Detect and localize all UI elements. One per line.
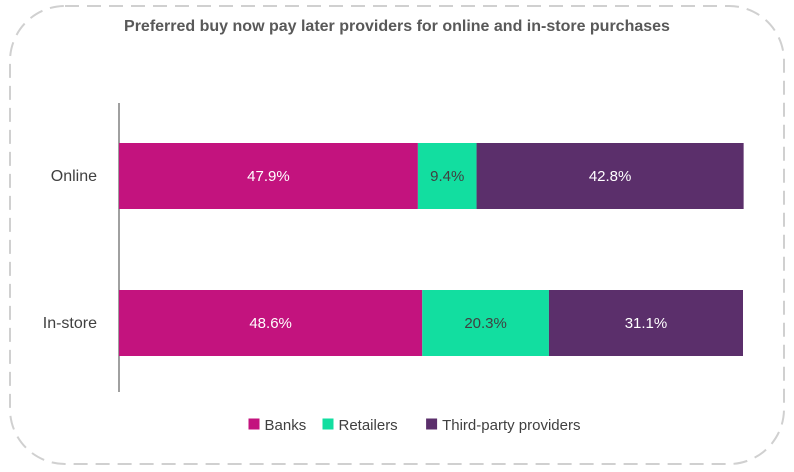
- bar-online-retailers: [417, 143, 477, 209]
- legend-swatch-third-party-providers: [426, 418, 438, 430]
- bar-online-third-party-providers: [476, 143, 744, 209]
- legend-label-retailers: Retailers: [339, 417, 398, 434]
- bar-in-store-third-party-providers: [548, 290, 743, 356]
- data-label-in-store-banks: 48.6%: [249, 315, 292, 332]
- legend-swatch-retailers: [322, 418, 334, 430]
- data-label-in-store-third-party-providers: 31.1%: [625, 315, 668, 332]
- bar-in-store-retailers: [422, 290, 549, 356]
- category-label-in-store: In-store: [43, 315, 97, 332]
- bar-in-store-banks: [119, 290, 423, 356]
- legend-label-third-party-providers: Third-party providers: [442, 417, 580, 434]
- legend-label-banks: Banks: [265, 417, 307, 434]
- legend-swatch-banks: [248, 418, 260, 430]
- chart-title: Preferred buy now pay later providers fo…: [124, 18, 670, 35]
- category-label-online: Online: [51, 168, 97, 185]
- data-label-online-third-party-providers: 42.8%: [589, 168, 632, 185]
- data-label-online-banks: 47.9%: [247, 168, 290, 185]
- data-label-in-store-retailers: 20.3%: [464, 315, 507, 332]
- bar-online-banks: [119, 143, 418, 209]
- data-label-online-retailers: 9.4%: [430, 168, 464, 185]
